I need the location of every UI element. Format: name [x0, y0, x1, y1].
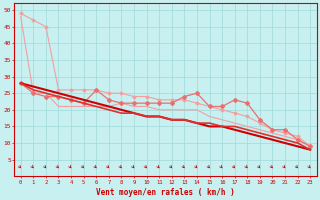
X-axis label: Vent moyen/en rafales ( km/h ): Vent moyen/en rafales ( km/h ) — [96, 188, 235, 197]
